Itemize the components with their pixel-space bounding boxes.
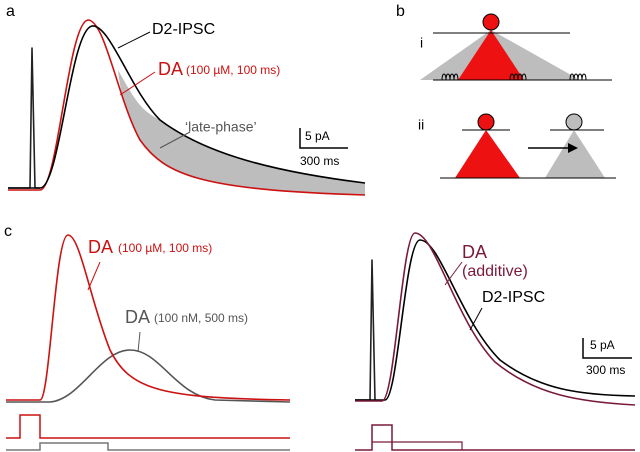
stim-artifact (8, 47, 40, 189)
scale-label: 300 ms (300, 154, 339, 168)
trace-label: D2-IPSC (482, 289, 545, 306)
trace-label: DA (462, 242, 487, 262)
pointer (469, 307, 483, 331)
trace-label: D2-IPSC (152, 21, 215, 38)
release-cone (545, 130, 605, 178)
release-cone (455, 130, 520, 178)
scale-bar (299, 128, 348, 149)
terminal (477, 113, 495, 131)
ipsc-trace (8, 25, 366, 189)
trace-label: DA (88, 237, 113, 257)
trace-label: DA (158, 59, 183, 79)
pointer (159, 131, 191, 149)
trace-condition: (additive) (462, 263, 528, 280)
stim-step (6, 414, 290, 439)
panel-label: c (4, 223, 12, 240)
sub-label: i (420, 35, 423, 51)
trace-label: DA (125, 307, 150, 327)
pointer (87, 261, 101, 291)
scale-bar (582, 338, 632, 359)
pointer (119, 71, 156, 96)
pointer (137, 331, 141, 353)
trace-condition: (100 µM, 100 ms) (186, 63, 280, 77)
stim-step (355, 424, 635, 451)
pointer (444, 261, 463, 286)
late-phase-area (118, 70, 365, 195)
stim-step (372, 441, 463, 450)
ipsc-trace (355, 239, 636, 401)
da-low-trace (6, 349, 291, 403)
trace-condition: (100 nM, 500 ms) (154, 311, 248, 325)
annotation: ‘late-phase’ (185, 119, 257, 135)
panel-label: a (6, 3, 15, 20)
scale-label: 5 pA (305, 129, 330, 143)
additive-trace (355, 232, 636, 406)
scale-label: 5 pA (590, 338, 615, 352)
panel-label: b (396, 3, 405, 20)
da-high-trace (6, 234, 291, 401)
stim-artifact (355, 259, 376, 401)
trace-condition: (100 µM, 100 ms) (118, 241, 212, 255)
pointer (117, 31, 151, 49)
release-cone (458, 30, 524, 80)
stim-step (6, 442, 290, 451)
sub-label: ii (418, 117, 424, 133)
terminal (565, 113, 583, 131)
terminal (482, 13, 500, 31)
da-trace (8, 19, 366, 196)
scale-label: 300 ms (586, 363, 625, 377)
arrow-head (568, 143, 578, 153)
